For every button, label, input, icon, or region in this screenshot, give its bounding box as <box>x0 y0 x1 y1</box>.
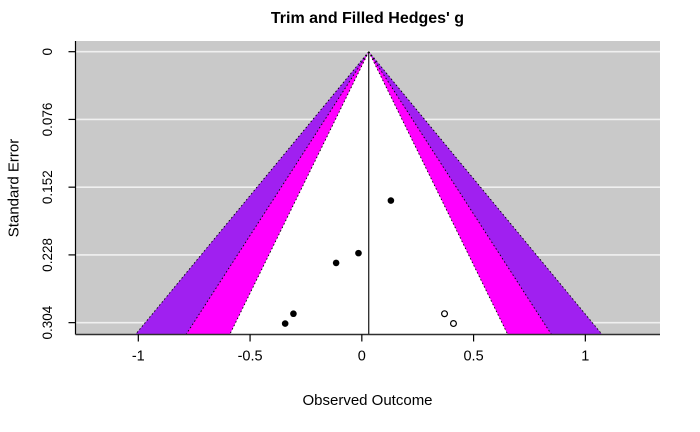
x-tick-label: 0 <box>358 349 366 365</box>
contour-edge-95% <box>229 51 370 335</box>
x-tick-label: 0.5 <box>463 349 483 365</box>
observed-study-point <box>332 259 340 267</box>
observed-study-point <box>281 320 289 327</box>
imputed-study-point <box>449 320 457 328</box>
chart-title: Trim and Filled Hedges' g <box>270 10 465 27</box>
y-tick-label: 0.152 <box>40 170 55 204</box>
y-tick-label: 0.304 <box>40 305 55 339</box>
observed-study-point <box>290 310 297 318</box>
x-tick-label: 1 <box>581 349 589 365</box>
contour-edge-99% <box>185 51 370 335</box>
contour-edge-95% <box>368 51 509 335</box>
x-axis-title: Observed Outcome <box>302 392 433 409</box>
y-tick-label: 0 <box>40 48 55 56</box>
contour-edge-99.9% <box>368 51 603 335</box>
imputed-study-point <box>441 310 449 318</box>
observed-study-point <box>387 197 395 204</box>
x-tick-label: -0.5 <box>238 349 263 365</box>
contour-edge-99.9% <box>135 51 370 335</box>
y-tick-label: 0.228 <box>40 238 55 272</box>
x-tick-label: -1 <box>132 349 145 365</box>
observed-study-point <box>355 249 362 257</box>
contour-edge-99% <box>368 51 552 335</box>
y-tick-label: 0.076 <box>40 103 55 137</box>
